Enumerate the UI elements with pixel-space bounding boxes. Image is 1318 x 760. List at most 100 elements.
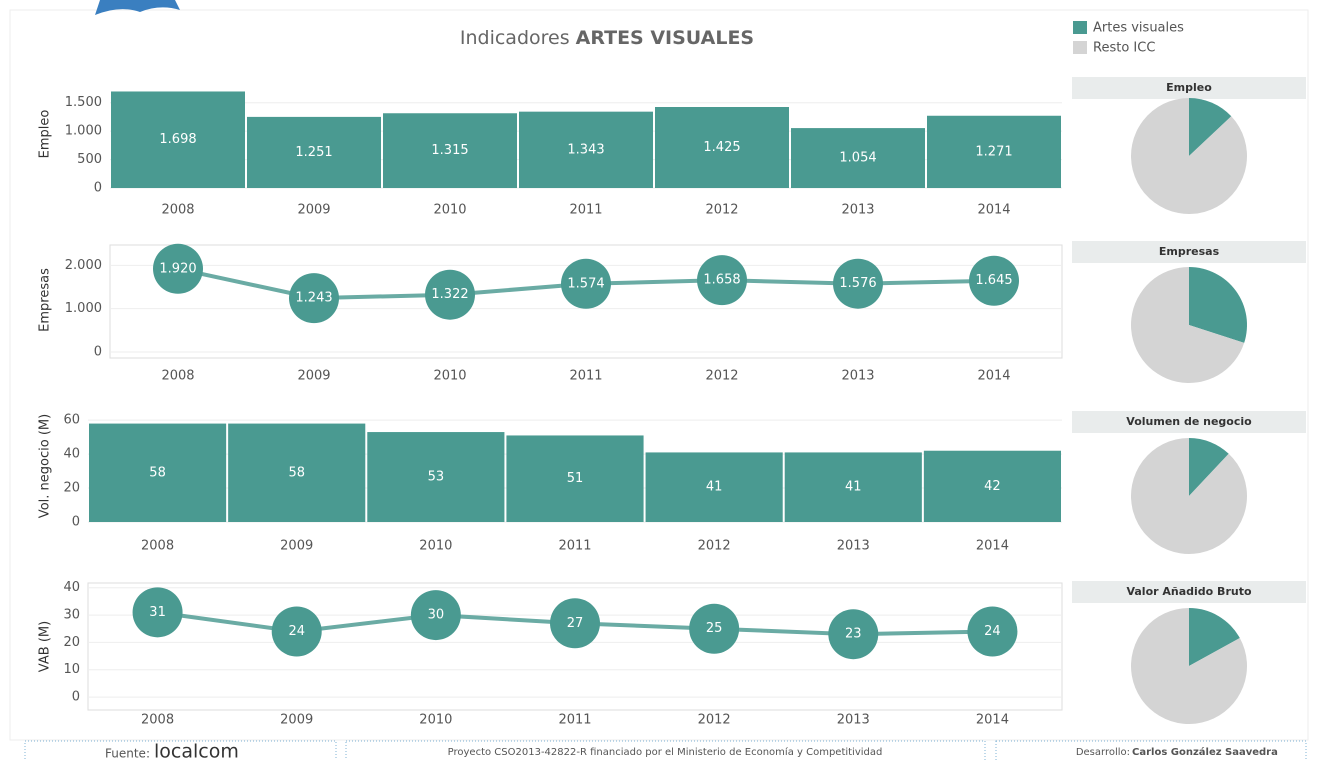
point	[425, 269, 475, 320]
bar	[367, 432, 505, 522]
title-bold: ARTES VISUALES	[576, 27, 755, 49]
x-tick-label: 2014	[977, 369, 1010, 384]
point	[153, 243, 203, 294]
pie-slice	[1189, 437, 1229, 496]
y-tick-label: 30	[63, 608, 80, 623]
bar	[927, 115, 1061, 188]
x-tick-label: 2014	[976, 539, 1009, 554]
x-tick-label: 2012	[705, 369, 738, 384]
x-tick-label: 2008	[141, 539, 174, 554]
value-label: 31	[149, 605, 166, 620]
x-tick-label: 2010	[433, 203, 466, 218]
x-tick-label: 2008	[141, 713, 174, 728]
value-label: 58	[288, 465, 305, 480]
x-tick-label: 2009	[297, 369, 330, 384]
y-tick-label: 0	[94, 181, 102, 196]
footer-box	[345, 740, 986, 760]
bar	[923, 450, 1061, 522]
value-label: 1.576	[839, 276, 876, 291]
y-tick-label: 10	[63, 662, 80, 677]
value-label: 24	[984, 624, 1001, 639]
value-label: 1.343	[567, 142, 604, 157]
x-tick-label: 2011	[569, 369, 602, 384]
value-label: 24	[288, 624, 305, 639]
pie-title: Empleo	[1166, 81, 1212, 94]
pie-slice	[1130, 438, 1247, 554]
x-tick-label: 2008	[161, 203, 194, 218]
logo-shape	[95, 0, 180, 15]
pie-slice	[1189, 98, 1232, 156]
footer-box	[24, 740, 337, 760]
x-tick-label: 2010	[433, 369, 466, 384]
value-label: 25	[706, 621, 723, 636]
source-label: Fuente:	[105, 747, 150, 760]
x-tick-label: 2010	[419, 539, 452, 554]
bar	[228, 423, 366, 522]
bar	[111, 91, 245, 188]
y-axis-label: Empleo	[38, 110, 53, 159]
value-label: 58	[149, 465, 166, 480]
y-tick-label: 0	[72, 690, 80, 705]
plot-frame	[87, 582, 1063, 711]
value-label: 23	[845, 627, 862, 642]
y-tick-label: 1.000	[65, 301, 102, 316]
y-tick-label: 20	[63, 635, 80, 650]
value-label: 1.322	[431, 287, 468, 302]
bar	[655, 107, 789, 188]
legend-label: Artes visuales	[1093, 21, 1184, 36]
point	[833, 258, 883, 309]
y-axis-label: Empresas	[38, 268, 53, 332]
value-label: 1.574	[567, 276, 604, 291]
value-label: 1.698	[159, 132, 196, 147]
x-tick-label: 2013	[837, 539, 870, 554]
dev-label: Desarrollo:	[1076, 747, 1130, 758]
y-tick-label: 0	[94, 345, 102, 360]
pie-slice	[1189, 608, 1240, 666]
x-tick-label: 2011	[558, 713, 591, 728]
x-tick-label: 2012	[698, 539, 731, 554]
plot-frame	[109, 244, 1063, 359]
y-axis-label: VAB (M)	[38, 621, 53, 672]
point	[561, 258, 611, 309]
x-tick-label: 2012	[698, 713, 731, 728]
bar	[519, 111, 653, 188]
x-tick-label: 2012	[705, 203, 738, 218]
source-logo: localcom	[154, 741, 239, 760]
value-label: 41	[706, 480, 723, 495]
value-label: 41	[845, 480, 862, 495]
legend-label: Resto ICC	[1093, 41, 1155, 56]
value-label: 1.251	[295, 145, 332, 160]
value-label: 1.315	[431, 143, 468, 158]
legend-swatch	[1073, 21, 1087, 34]
point	[550, 598, 600, 649]
x-tick-label: 2009	[280, 539, 313, 554]
pie-title: Empresas	[1159, 245, 1220, 258]
y-tick-label: 40	[63, 580, 80, 595]
value-label: 53	[428, 470, 445, 485]
pie-slice	[1131, 267, 1245, 383]
bar	[247, 116, 381, 188]
value-label: 27	[567, 616, 584, 631]
y-axis-label: Vol. negocio (M)	[38, 414, 53, 518]
x-tick-label: 2010	[419, 713, 452, 728]
value-label: 1.658	[703, 273, 740, 288]
value-label: 1.243	[295, 291, 332, 306]
x-tick-label: 2014	[976, 713, 1009, 728]
value-label: 1.645	[975, 273, 1012, 288]
y-tick-label: 40	[63, 447, 80, 462]
pie-slice	[1189, 267, 1247, 343]
y-tick-label: 0	[72, 515, 80, 530]
y-tick-label: 500	[77, 152, 102, 167]
point	[132, 587, 183, 638]
dashboard-title: Indicadores ARTES VISUALES	[460, 27, 754, 49]
title-text: Indicadores	[460, 27, 570, 49]
x-tick-label: 2013	[841, 369, 874, 384]
x-tick-label: 2013	[841, 203, 874, 218]
value-label: 42	[984, 479, 1001, 494]
pie-title: Volumen de negocio	[1126, 415, 1252, 428]
x-tick-label: 2009	[297, 203, 330, 218]
y-tick-label: 60	[63, 413, 80, 428]
y-tick-label: 1.000	[65, 124, 102, 139]
value-label: 1.425	[703, 140, 740, 155]
